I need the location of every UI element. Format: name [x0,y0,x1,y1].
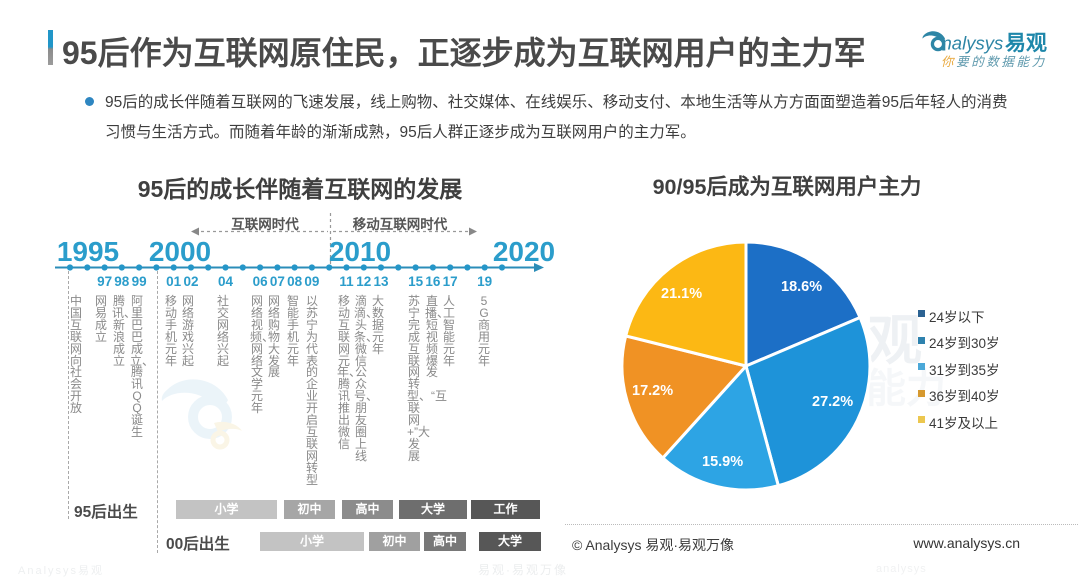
svg-text:易观: 易观 [1005,32,1047,55]
svg-text:你要的数据能力: 你要的数据能力 [941,55,1047,69]
svg-text:nalysys: nalysys [942,33,1004,54]
